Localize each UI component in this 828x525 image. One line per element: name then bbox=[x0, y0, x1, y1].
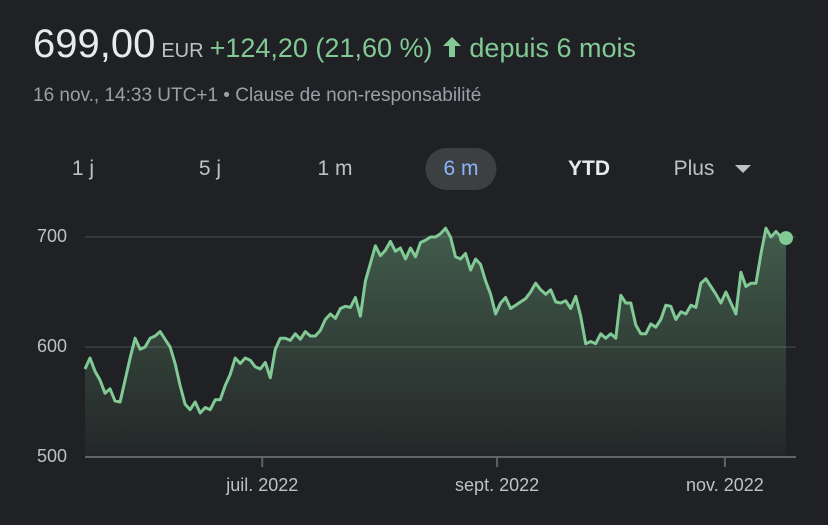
timestamp: 16 nov., 14:33 UTC+1 bbox=[33, 85, 219, 106]
currency: EUR bbox=[161, 40, 204, 62]
up-arrow bbox=[442, 37, 461, 57]
quote-header: 699,00 EUR +124,20 (21,60 %) depuis 6 mois bbox=[33, 22, 636, 67]
range-button[interactable]: 1 m bbox=[317, 157, 353, 180]
subtitle: 16 nov., 14:33 UTC+1 • Clause de non-res… bbox=[33, 85, 481, 107]
x-tick-label: sept. 2022 bbox=[455, 475, 539, 495]
y-tick-label: 500 bbox=[37, 446, 67, 466]
range-button[interactable]: 1 j bbox=[71, 157, 95, 180]
range-button[interactable]: 6 m bbox=[425, 148, 497, 190]
chart: 500 600 700 juil. 2022 sept. 2022 nov. 2022 bbox=[37, 226, 796, 495]
range-button[interactable]: YTD bbox=[568, 157, 610, 180]
area-fill bbox=[85, 228, 786, 457]
disclaimer[interactable]: Clause de non-responsabilité bbox=[235, 85, 482, 106]
x-tick-label: juil. 2022 bbox=[225, 475, 298, 495]
y-tick-label: 600 bbox=[37, 336, 67, 356]
change: +124,20 (21,60 %) bbox=[209, 33, 433, 63]
range-button[interactable]: 5 j bbox=[198, 157, 222, 180]
price: 699,00 bbox=[33, 22, 156, 66]
period: depuis 6 mois bbox=[469, 33, 636, 63]
x-tick-label: nov. 2022 bbox=[686, 475, 764, 495]
price-line bbox=[83, 226, 787, 415]
dropdown-caret bbox=[735, 165, 751, 173]
range-button[interactable]: Plus bbox=[673, 157, 715, 180]
separator: • bbox=[223, 85, 230, 106]
y-tick-label: 700 bbox=[37, 226, 67, 246]
last-point bbox=[779, 231, 793, 246]
